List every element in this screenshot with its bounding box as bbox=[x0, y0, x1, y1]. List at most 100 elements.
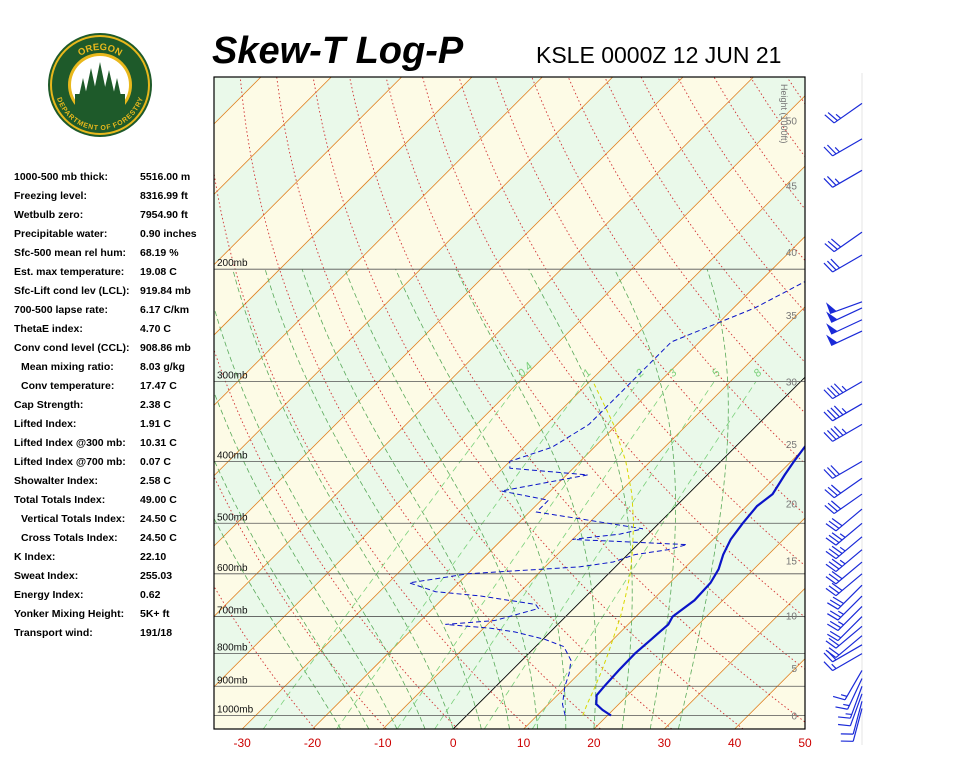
index-label: Energy Index: bbox=[14, 589, 84, 601]
isotherm-line bbox=[664, 587, 805, 729]
plot-frame bbox=[213, 76, 806, 730]
index-row: Est. max temperature: 19.08 C bbox=[14, 263, 214, 282]
moist-adiabat bbox=[614, 269, 676, 729]
plot-area: 0.4 1 2 3 5 81000mb900mb800mb700mb600mb500mb4… bbox=[214, 77, 960, 729]
height-tick-label: 40 bbox=[786, 248, 798, 259]
wind-barb bbox=[825, 635, 863, 659]
wind-barb bbox=[823, 460, 863, 479]
index-value: 68.19 % bbox=[140, 247, 179, 259]
index-row: Conv temperature: 17.47 C bbox=[14, 377, 214, 396]
dewpoint-line bbox=[409, 281, 805, 716]
index-row: Cap Strength: 2.38 C bbox=[14, 396, 214, 415]
wind-barb bbox=[826, 307, 863, 323]
isotherm-line bbox=[875, 77, 960, 729]
isotherm-line bbox=[214, 77, 402, 266]
index-row: Sfc-Lift cond lev (LCL): 919.84 mb bbox=[14, 282, 214, 301]
x-tick-label: 0 bbox=[450, 736, 457, 750]
index-row: Vertical Totals Index: 24.50 C bbox=[14, 510, 214, 529]
index-value: 19.08 C bbox=[140, 266, 177, 278]
index-row: 700-500 lapse rate: 6.17 C/km bbox=[14, 301, 214, 320]
index-row: Showalter Index: 2.58 C bbox=[14, 472, 214, 491]
wind-barb bbox=[832, 670, 863, 701]
wind-barb bbox=[823, 653, 863, 672]
index-label: Cross Totals Index: bbox=[21, 532, 118, 544]
index-row: Transport wind: 191/18 bbox=[14, 624, 214, 643]
index-row: Wetbulb zero: 7954.90 ft bbox=[14, 206, 214, 225]
index-row: Energy Index: 0.62 bbox=[14, 586, 214, 605]
height-tick-label: 50 bbox=[786, 117, 798, 128]
index-value: 10.31 C bbox=[140, 437, 177, 449]
dry-adiabat bbox=[567, 77, 805, 414]
pressure-label: 200mb bbox=[217, 258, 248, 269]
index-value: 0.62 bbox=[140, 589, 161, 601]
dry-adiabat bbox=[896, 77, 960, 729]
wind-barb bbox=[826, 319, 863, 335]
index-row: Sweat Index: 255.03 bbox=[14, 567, 214, 586]
indices-panel: 1000-500 mb thick: 5516.00 m Freezing leve… bbox=[14, 168, 214, 643]
dry-adiabat bbox=[604, 77, 805, 363]
station-time-label: KSLE 0000Z 12 JUN 21 bbox=[536, 42, 782, 68]
index-value: 0.90 inches bbox=[140, 228, 197, 240]
isotherm-line bbox=[241, 165, 805, 729]
isotherm-line bbox=[214, 77, 613, 477]
wind-barb bbox=[823, 254, 863, 273]
index-value: 8.03 g/kg bbox=[140, 361, 185, 373]
x-tick-label: 50 bbox=[798, 736, 812, 750]
index-row: Lifted Index: 1.91 C bbox=[14, 415, 214, 434]
wind-barb bbox=[824, 102, 863, 124]
isotherm-line bbox=[214, 77, 473, 336]
page-title: Skew-T Log-P bbox=[212, 30, 464, 72]
wind-barb bbox=[825, 573, 863, 597]
index-row: Mean mixing ratio: 8.03 g/kg bbox=[14, 358, 214, 377]
index-row: Total Totals Index: 49.00 C bbox=[14, 491, 214, 510]
dry-adiabat bbox=[214, 475, 387, 729]
pressure-label: 400mb bbox=[217, 450, 248, 461]
wind-barb bbox=[823, 403, 863, 422]
wind-barb bbox=[827, 595, 863, 621]
mixing-ratio-line bbox=[336, 381, 586, 729]
index-label: Conv cond level (CCL): bbox=[14, 342, 130, 354]
temperature-band bbox=[805, 77, 960, 729]
index-row: K Index: 22.10 bbox=[14, 548, 214, 567]
moist-adiabat bbox=[528, 269, 633, 729]
index-label: 700-500 lapse rate: bbox=[14, 304, 108, 316]
tree-icon bbox=[79, 62, 121, 96]
mixing-ratio-line bbox=[262, 381, 521, 729]
index-value: 24.50 C bbox=[140, 532, 177, 544]
height-tick-label: 0 bbox=[791, 711, 797, 722]
temperature-line bbox=[595, 444, 805, 717]
index-label: Vertical Totals Index: bbox=[21, 513, 126, 525]
isotherm-line bbox=[214, 95, 805, 688]
height-tick-label: 20 bbox=[786, 500, 798, 511]
pressure-label: 600mb bbox=[217, 563, 248, 574]
isotherm-line bbox=[214, 77, 754, 617]
index-row: Sfc-500 mean rel hum: 68.19 % bbox=[14, 244, 214, 263]
index-label: Lifted Index @700 mb: bbox=[14, 456, 126, 468]
wind-barb bbox=[823, 169, 863, 188]
wind-barb bbox=[825, 301, 863, 315]
dry-adiabat bbox=[385, 77, 805, 670]
isotherm-line bbox=[593, 517, 805, 729]
index-label: Lifted Index @300 mb: bbox=[14, 437, 126, 449]
index-value: 919.84 mb bbox=[140, 285, 191, 297]
index-value: 1.91 C bbox=[140, 418, 171, 430]
index-label: Lifted Index: bbox=[14, 418, 77, 430]
wind-barb bbox=[825, 522, 863, 546]
wind-barb bbox=[823, 423, 863, 442]
index-label: Freezing level: bbox=[14, 190, 87, 202]
dry-adiabat bbox=[312, 77, 744, 729]
wind-barbs bbox=[823, 102, 863, 742]
index-value: 255.03 bbox=[140, 570, 173, 582]
wind-barb bbox=[838, 686, 863, 719]
index-value: 7954.90 ft bbox=[140, 209, 188, 221]
index-value: 4.70 C bbox=[140, 323, 171, 335]
wind-barb bbox=[840, 708, 863, 742]
index-value: 5K+ ft bbox=[140, 608, 170, 620]
height-tick-label: 15 bbox=[786, 557, 798, 568]
index-label: ThetaE index: bbox=[14, 323, 83, 335]
dry-adiabat bbox=[823, 77, 960, 729]
dry-adiabat bbox=[786, 77, 805, 105]
wind-barb bbox=[825, 549, 863, 573]
index-value: 22.10 bbox=[140, 551, 167, 563]
